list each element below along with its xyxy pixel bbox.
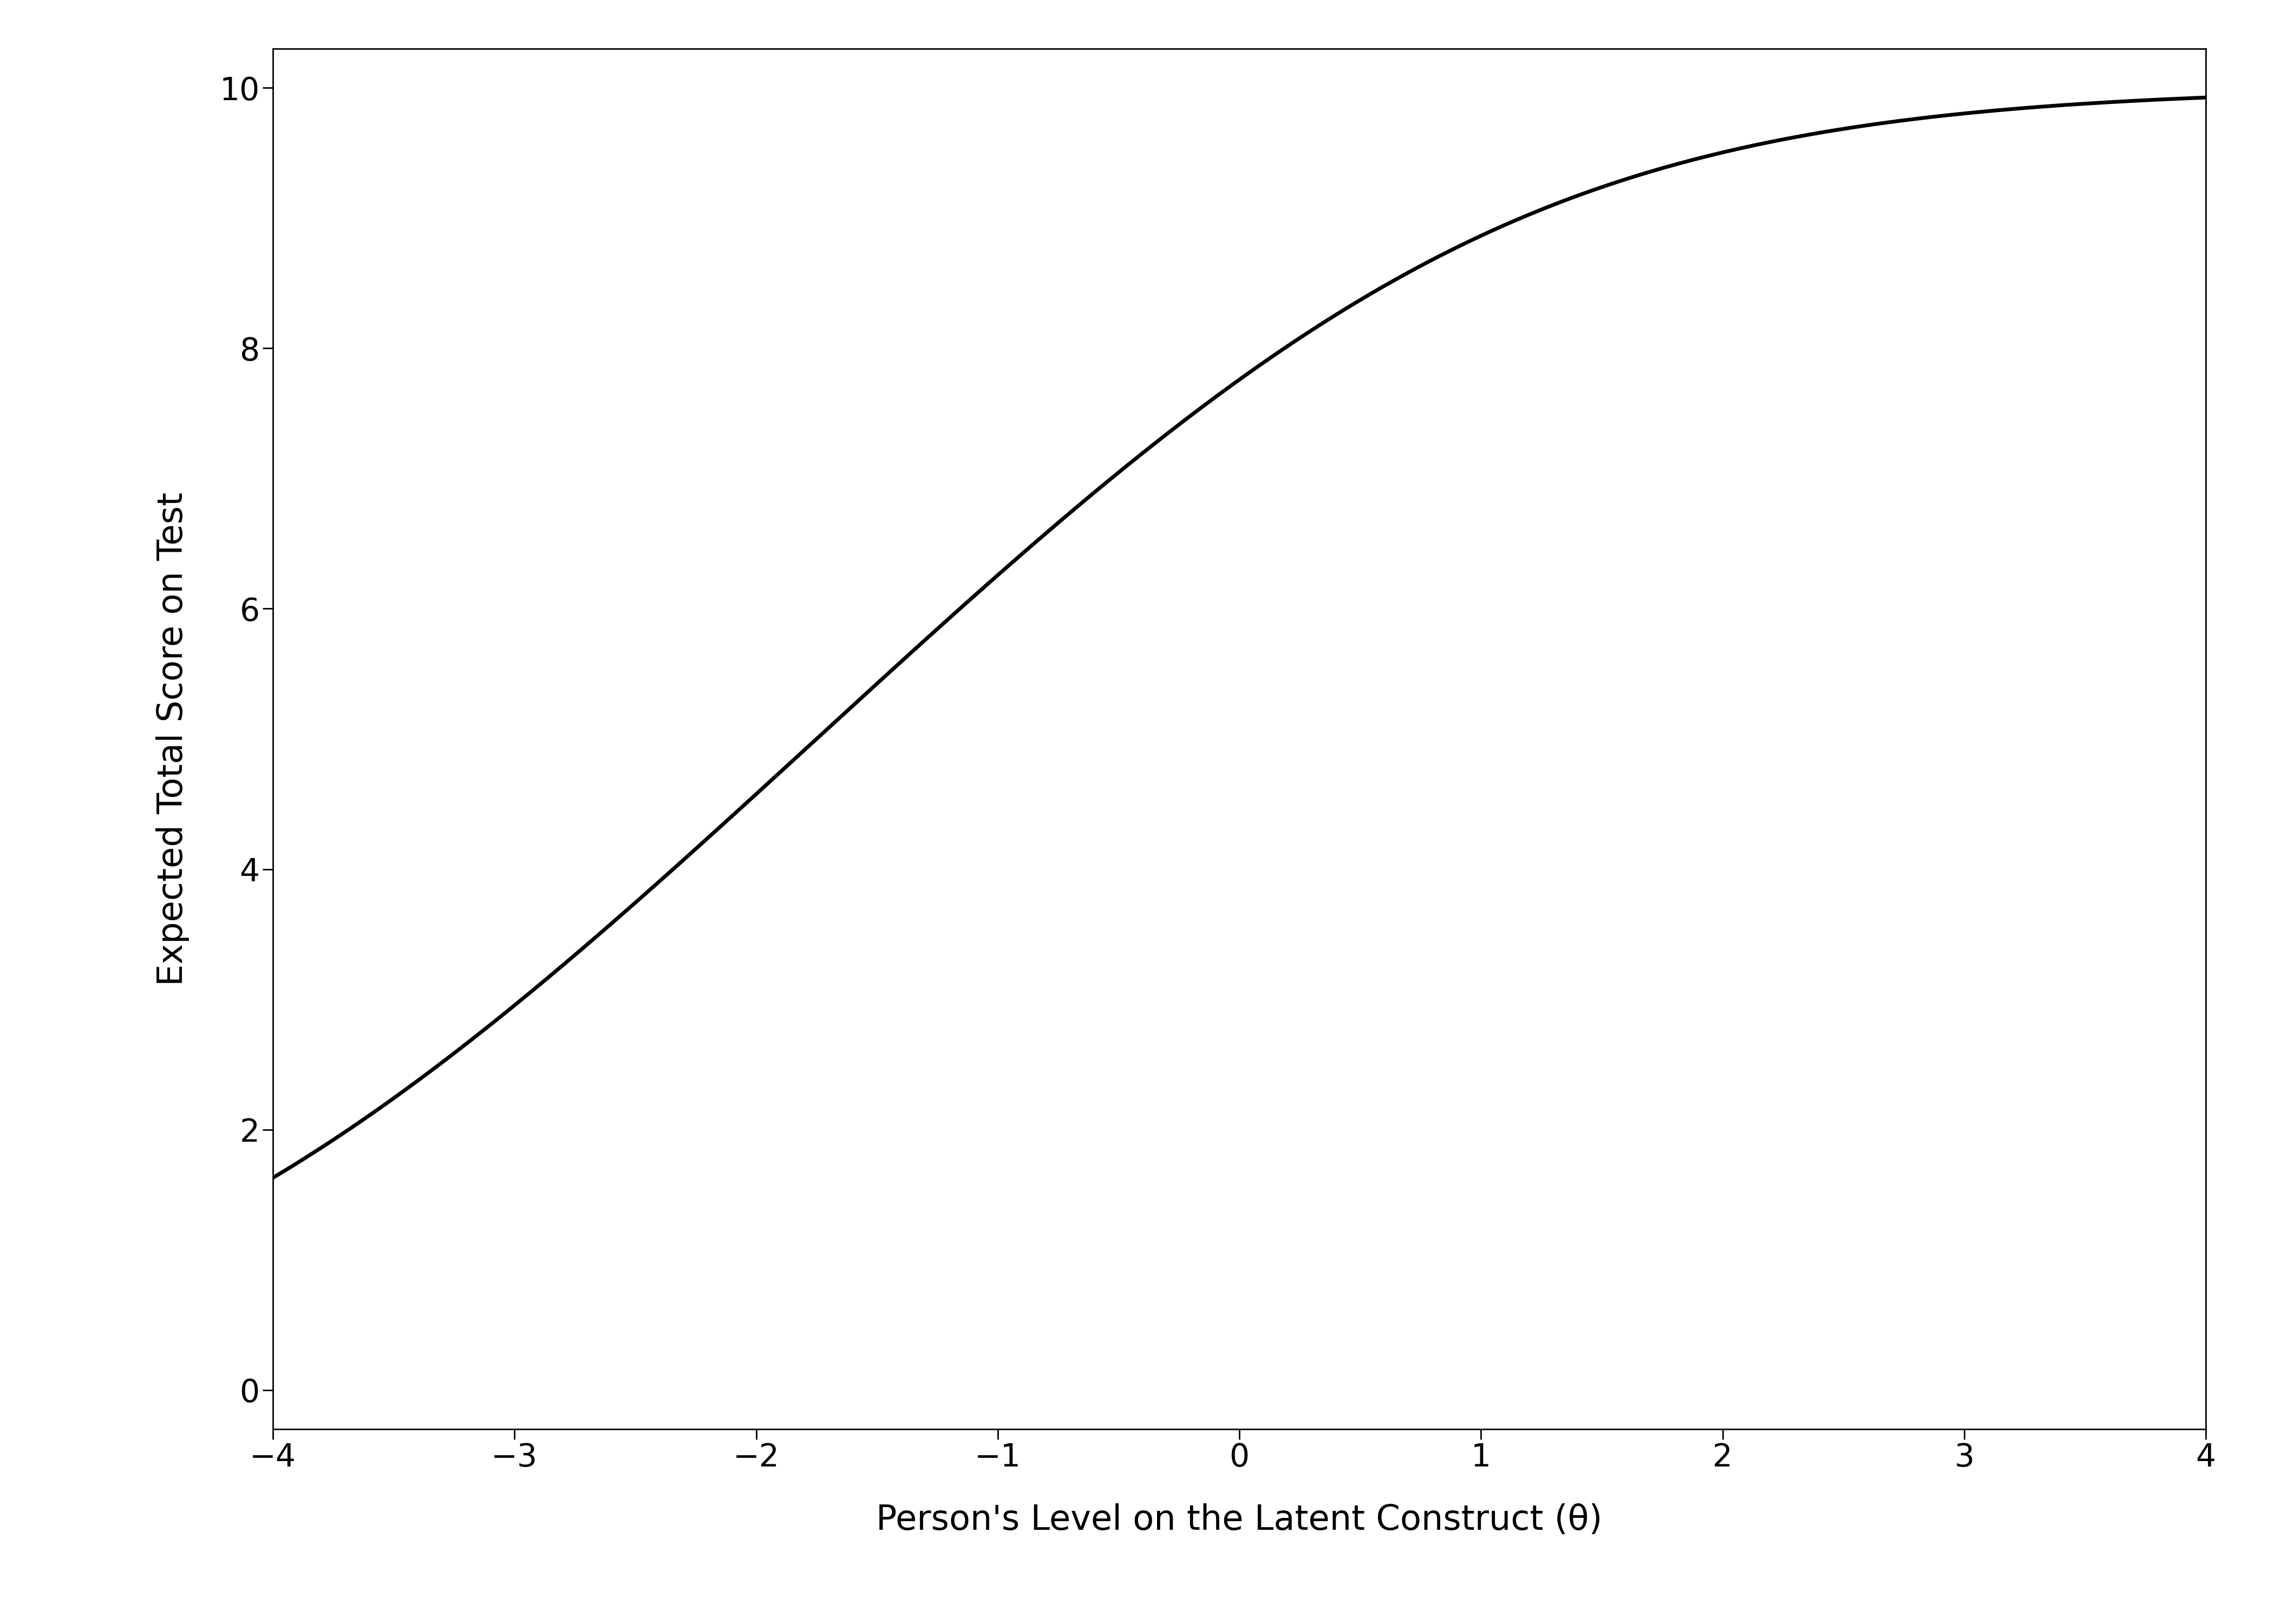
Y-axis label: Expected Total Score on Test: Expected Total Score on Test xyxy=(157,492,189,986)
X-axis label: Person's Level on the Latent Construct (θ): Person's Level on the Latent Construct (… xyxy=(875,1504,1603,1536)
